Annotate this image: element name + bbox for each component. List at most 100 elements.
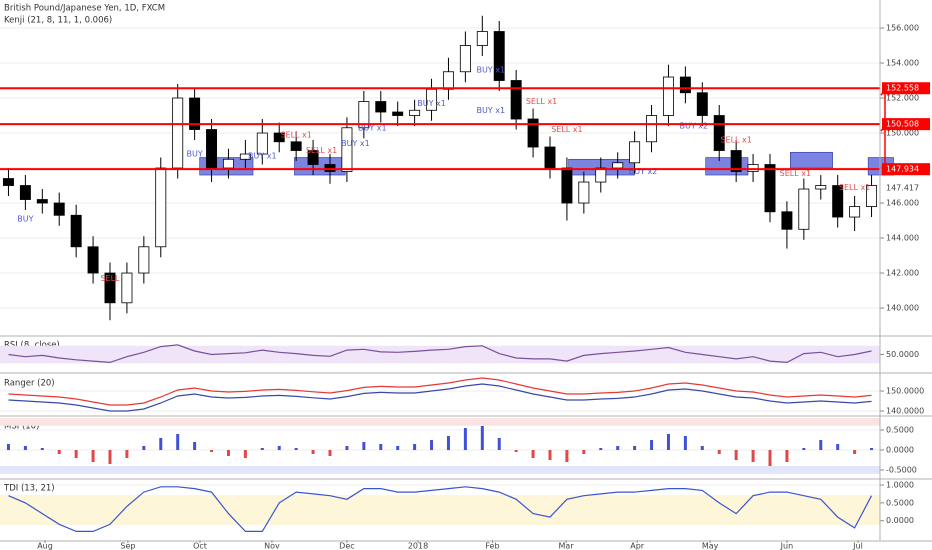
y-tick-label: 154.000 (886, 59, 919, 68)
candle-body (222, 158, 234, 169)
x-tick-label: Sep (120, 542, 135, 550)
level-label: 147.934 (886, 165, 919, 174)
candle-body (629, 141, 641, 164)
signal-label: BUY x1 (248, 151, 277, 160)
y-tick-label: 1.0000 (886, 481, 914, 490)
signal-label: SELL (100, 274, 120, 283)
signal-label: SELL x1 (780, 169, 811, 178)
signal-label: BUY x1 (417, 99, 446, 108)
y-tick-label: 150.000 (886, 129, 919, 138)
histogram-bar (565, 450, 569, 462)
candle-body (561, 167, 573, 204)
signal-label: BUY x1 (358, 123, 387, 132)
candle-body (172, 97, 184, 169)
histogram-bar (700, 446, 704, 450)
level-label: 150.508 (886, 120, 919, 129)
pane-title: MSI (10) (4, 422, 39, 432)
candle-body (866, 185, 878, 207)
pane-title: TDI (13, 21) (3, 484, 55, 494)
histogram-bar (734, 450, 738, 460)
histogram-bar (413, 444, 417, 450)
candle-body (392, 111, 404, 116)
arrow-head (880, 123, 890, 132)
histogram-bar (362, 442, 366, 450)
y-tick-label: 0.0000 (886, 516, 914, 525)
y-tick-label: 144.000 (886, 234, 919, 243)
signal-label: BUY x1 (341, 139, 370, 148)
x-tick-label: Aug (37, 542, 53, 550)
histogram-bar (717, 450, 721, 454)
histogram-bar (870, 448, 874, 450)
histogram-bar (446, 436, 450, 450)
histogram-bar (260, 448, 264, 450)
signal-label: SELL x1 (551, 125, 582, 134)
y-tick-label: 140.000 (886, 304, 919, 313)
histogram-bar (210, 450, 214, 452)
pane-band (0, 418, 880, 426)
y-tick-label: 146.000 (886, 199, 919, 208)
signal-label: SELL x1 (526, 97, 557, 106)
signal-label: SELL x1 (839, 183, 870, 192)
histogram-bar (751, 450, 755, 462)
x-tick-label: May (702, 542, 719, 550)
histogram-bar (463, 428, 467, 450)
candle-body (155, 167, 167, 248)
zone (294, 157, 346, 176)
histogram-bar (785, 450, 789, 462)
histogram-bar (802, 448, 806, 450)
candle-body (138, 246, 150, 274)
candle-body (273, 132, 285, 143)
indicator-line (8, 383, 872, 412)
histogram-bar (311, 450, 315, 454)
candle-body (798, 188, 810, 230)
candle-body (747, 164, 759, 172)
level-tag (882, 118, 930, 131)
indicator-line (8, 486, 873, 532)
candle-body (324, 164, 336, 172)
x-tick-label: Apr (630, 542, 645, 550)
candle-body (290, 141, 302, 151)
histogram-bar (91, 450, 95, 462)
candle-body (713, 115, 725, 151)
candle-body (527, 118, 539, 148)
y-tick-label: 150.0000 (886, 387, 924, 396)
y-tick-label: 140.0000 (886, 407, 924, 416)
candle-body (206, 129, 218, 169)
histogram-bar (430, 440, 434, 450)
candle-body (442, 71, 454, 90)
candle-body (510, 80, 522, 120)
indicator-line (8, 377, 872, 406)
y-tick-label: 142.000 (886, 269, 919, 278)
y-tick-label: -0.5000 (886, 466, 917, 475)
candle-body (104, 272, 116, 304)
level-tag (882, 163, 930, 176)
y-tick-label: 152.000 (886, 94, 919, 103)
histogram-bar (108, 450, 112, 464)
y-tick-label: 156.000 (886, 24, 919, 33)
candle-body (730, 150, 742, 172)
candle-body (375, 101, 387, 113)
candle-body (696, 92, 708, 116)
candle-body (679, 76, 691, 94)
candle-body (612, 162, 624, 169)
candle-body (36, 199, 48, 204)
candle-body (358, 101, 370, 129)
histogram-bar (159, 438, 163, 450)
candle-body (87, 246, 99, 274)
histogram-bar (226, 450, 230, 456)
signal-label: SELL x1 (720, 136, 751, 145)
histogram-bar (74, 450, 78, 458)
candle-body (595, 167, 607, 183)
candle-body (764, 164, 776, 213)
histogram-bar (125, 450, 129, 458)
histogram-bar (548, 450, 552, 460)
candle-body (307, 150, 319, 165)
x-tick-label: Dec (339, 542, 354, 550)
histogram-bar (582, 450, 586, 454)
candle-body (459, 45, 471, 73)
histogram-bar (176, 434, 180, 450)
histogram-bar (497, 438, 501, 450)
candle-body (476, 31, 488, 46)
